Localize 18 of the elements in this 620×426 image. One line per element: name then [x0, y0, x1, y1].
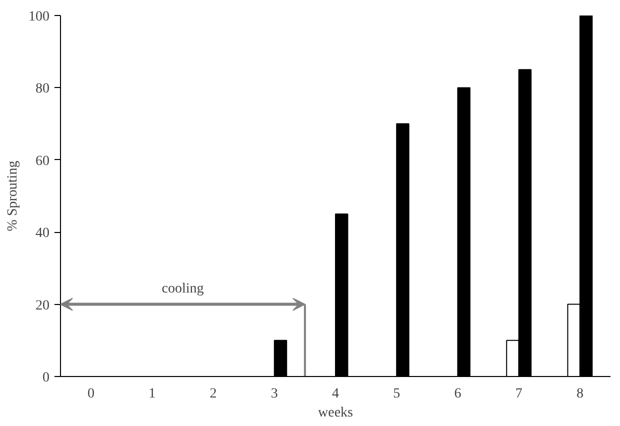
x-tick-label: 7 — [515, 386, 522, 402]
x-tick-label: 4 — [332, 386, 339, 402]
y-tick-label: 60 — [36, 154, 50, 169]
x-tick-label: 5 — [393, 386, 400, 402]
x-tick-label: 8 — [576, 386, 584, 402]
y-tick-label: 40 — [36, 226, 50, 242]
x-tick-label: 0 — [88, 386, 95, 402]
y-tick-label: 0 — [42, 370, 50, 386]
y-tick-label: 20 — [36, 298, 50, 314]
y-tick-label: 80 — [36, 82, 50, 97]
x-tick-label: 1 — [148, 386, 156, 402]
x-axis-title: weeks — [318, 406, 354, 420]
x-tick-label: 2 — [210, 386, 217, 402]
x-tick-label: 3 — [270, 386, 278, 402]
y-tick-label: 100 — [28, 10, 50, 24]
x-tick-label: 6 — [454, 386, 462, 402]
y-axis-title: % Sprouting — [6, 160, 20, 232]
annotation: cooling — [162, 281, 204, 296]
